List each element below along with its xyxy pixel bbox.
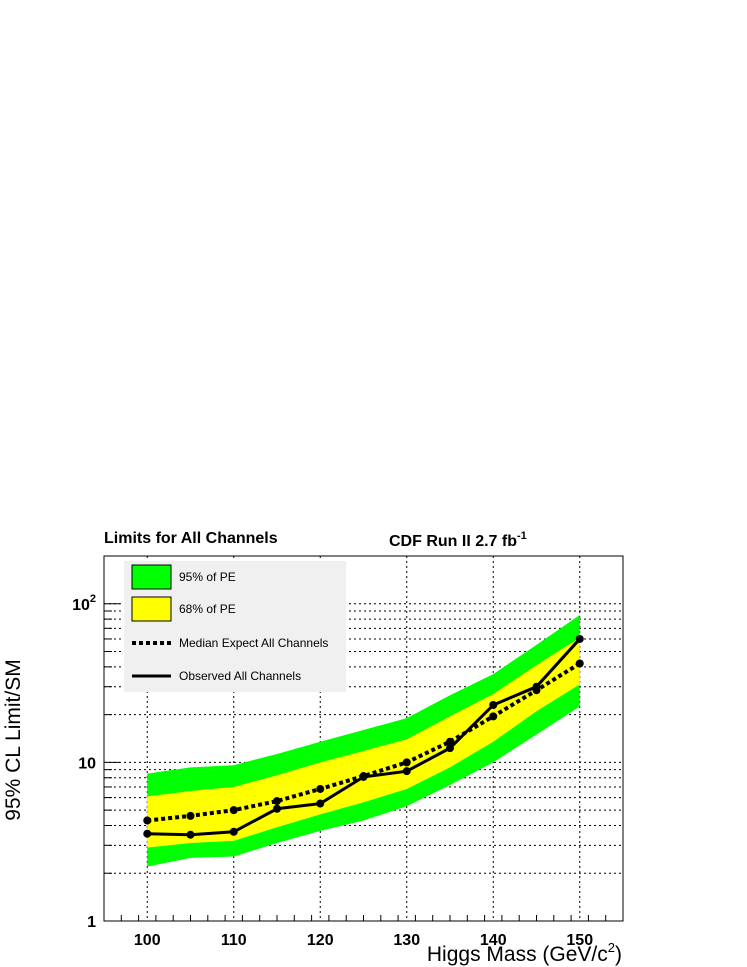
observed-point bbox=[186, 830, 195, 839]
legend-swatch-95 bbox=[131, 564, 172, 590]
observed-point bbox=[143, 829, 152, 838]
expected-point bbox=[273, 797, 281, 806]
band-68 bbox=[147, 637, 580, 848]
bands bbox=[147, 614, 580, 867]
x-tick-label: 140 bbox=[480, 932, 507, 949]
observed-point bbox=[359, 772, 368, 781]
observed-point bbox=[229, 827, 238, 836]
observed-point bbox=[575, 634, 584, 643]
x-tick-label: 100 bbox=[134, 932, 161, 949]
y-tick-label: 1 bbox=[87, 914, 96, 931]
expected-point bbox=[446, 737, 454, 746]
x-tick-label: 150 bbox=[566, 932, 593, 949]
observed-point bbox=[273, 804, 281, 813]
observed-point bbox=[402, 767, 411, 776]
observed-point bbox=[316, 799, 325, 808]
chart-subtitle: CDF Run II 2.7 fb-1 bbox=[389, 530, 527, 550]
legend-label: Observed All Channels bbox=[179, 669, 301, 683]
expected-point bbox=[489, 712, 498, 721]
expected-point bbox=[575, 659, 584, 668]
y-tick-label: 10 bbox=[78, 755, 96, 772]
y-tick-label: 102 bbox=[72, 593, 96, 614]
expected-point bbox=[186, 811, 195, 820]
expected-point bbox=[316, 784, 325, 793]
expected-point bbox=[229, 806, 238, 815]
legend-label: 68% of PE bbox=[179, 602, 236, 616]
expected-point bbox=[402, 758, 411, 767]
legend: 95% of PE 68% of PE Median Expect All Chan… bbox=[124, 561, 346, 692]
x-tick-label: 120 bbox=[307, 932, 334, 949]
chart-title: Limits for All Channels bbox=[104, 530, 278, 547]
legend-label: Median Expect All Channels bbox=[179, 636, 328, 650]
observed-point bbox=[446, 744, 454, 753]
legend-label: 95% of PE bbox=[179, 570, 236, 584]
x-axis-label: Higgs Mass (GeV/c2) bbox=[426, 940, 622, 966]
x-tick-label: 110 bbox=[221, 932, 247, 949]
expected-point bbox=[143, 816, 152, 825]
legend-swatch-68 bbox=[131, 596, 172, 622]
observed-point bbox=[532, 682, 541, 691]
series-points bbox=[143, 634, 584, 839]
expected-line bbox=[147, 661, 581, 823]
x-tick-label: 130 bbox=[393, 932, 420, 949]
observed-point bbox=[489, 700, 498, 709]
